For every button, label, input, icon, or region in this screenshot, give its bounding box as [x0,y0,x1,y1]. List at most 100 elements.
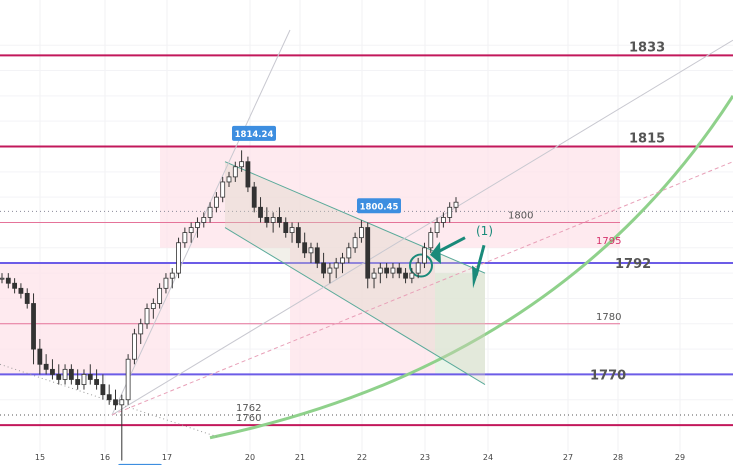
candle-64 [403,268,408,284]
candle-body-45 [283,222,289,234]
candle-body-17 [106,394,112,401]
candles [0,150,459,461]
callout-text-0: 1814.24 [235,130,274,140]
candle-60 [377,262,383,284]
candle-5 [31,293,36,365]
candle-body-38 [239,161,245,168]
candle-body-37 [232,166,238,178]
candle-68 [428,227,434,253]
candle-4 [24,288,30,309]
candle-8 [50,359,55,380]
candle-46 [289,222,295,243]
candle-58 [365,222,371,289]
arrow-left-head [430,241,441,265]
candle-body-12 [75,379,81,385]
candle-body-35 [220,181,226,198]
candle-body-34 [213,196,219,208]
candle-57 [359,220,364,243]
candle-body-22 [138,323,144,335]
candle-37 [232,161,238,182]
arrow-left [435,236,466,255]
candle-25 [157,283,163,309]
candle-body-72 [453,201,459,208]
candle-69 [434,217,440,238]
candle-body-30 [188,227,194,234]
candle-27 [169,268,175,289]
candle-55 [346,242,352,263]
candle-body-0 [0,277,5,280]
candle-42 [264,207,270,228]
channel-bottom [224,227,486,385]
candle-body-58 [365,227,371,279]
candle-28 [176,237,181,279]
x-tick-21: 21 [295,453,305,462]
candle-61 [384,262,390,279]
candle-54 [340,252,345,274]
candle-7 [43,354,49,375]
curve-line [209,95,733,440]
candle-body-62 [390,267,396,274]
support-zone-left [0,262,170,375]
candle-34 [213,192,219,213]
channel-fill [225,161,485,385]
candle-41 [258,197,263,223]
candle-body-49 [308,247,314,254]
candle-body-10 [62,368,68,380]
candle-44 [277,207,282,228]
candle-19 [119,394,125,461]
candle-body-44 [277,217,282,223]
candle-43 [270,212,276,233]
candle-63 [396,262,402,279]
candle-31 [195,217,200,238]
candle-body-6 [37,348,43,365]
candle-32 [201,212,207,228]
candle-66 [415,257,421,279]
level-label-1833: 1833 [629,40,665,55]
candle-18 [113,389,118,410]
candle-body-61 [384,267,390,274]
trendline-long [111,39,733,416]
level-label-1795: 1795 [596,236,621,247]
candle-body-18 [113,399,118,406]
candle-body-60 [377,267,383,274]
candle-51 [321,252,326,279]
x-tick-28: 28 [613,453,623,462]
candle-body-46 [289,227,295,234]
candle-body-66 [415,262,421,274]
candle-body-27 [169,272,175,279]
candle-body-57 [359,227,364,239]
candle-body-52 [327,267,333,274]
candle-17 [106,384,112,405]
candle-56 [352,232,358,253]
highlight-circle [409,253,433,278]
candle-body-31 [195,222,200,228]
level-label-1760: 1760 [236,413,261,424]
x-tick-29: 29 [675,453,685,462]
candle-body-33 [207,206,213,218]
drawings [0,29,733,440]
candle-13 [81,369,87,390]
candle-body-4 [24,292,30,304]
candle-body-1 [5,277,11,284]
x-tick-27: 27 [563,453,573,462]
candle-body-68 [428,232,434,249]
candle-59 [371,268,377,289]
candle-26 [163,273,169,294]
candle-body-29 [182,232,188,244]
candle-body-28 [176,242,181,274]
candle-52 [327,262,333,284]
candle-body-26 [163,277,169,289]
x-tick-15: 15 [35,453,45,462]
candle-29 [182,227,188,248]
candle-47 [295,222,301,248]
candle-2 [12,278,18,294]
candle-1 [5,273,11,289]
candle-body-24 [150,303,156,309]
candle-body-11 [68,368,74,380]
candle-45 [283,217,289,238]
x-tick-22: 22 [357,453,367,462]
candle-body-51 [321,262,326,274]
